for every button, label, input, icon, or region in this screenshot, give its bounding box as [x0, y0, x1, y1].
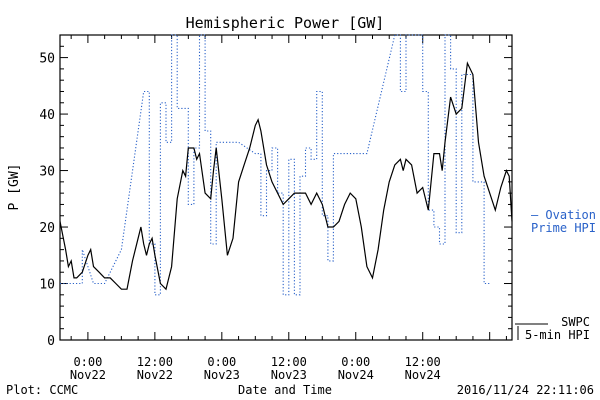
x-tick-date-label: Nov23 [204, 368, 240, 382]
y-tick-label: 30 [39, 165, 55, 180]
x-tick-date-label: Nov23 [271, 368, 307, 382]
y-axis-label: P [GW] [7, 164, 22, 211]
x-axis-label: Date and Time [238, 383, 332, 397]
y-tick-label: 10 [39, 278, 55, 293]
x-tick-time-label: 12:00 [405, 355, 441, 369]
series-layer [59, 34, 513, 296]
footer-timestamp: 2016/11/24 22:11:06 [457, 383, 594, 397]
footer-plot-credit: Plot: CCMC [6, 383, 78, 397]
x-axis: 0:00Nov2212:00Nov220:00Nov2312:00Nov230:… [70, 35, 507, 382]
legend-ovation-line1: — Ovation [531, 208, 596, 222]
x-tick-date-label: Nov22 [137, 368, 173, 382]
series-ovation-prime-line [60, 34, 490, 296]
x-tick-time-label: 0:00 [341, 355, 370, 369]
y-tick-label: 40 [39, 108, 55, 123]
y-tick-label: 0 [47, 334, 55, 349]
y-axis: 0 10 20 30 40 50 [39, 34, 512, 349]
plot-area-frame [59, 34, 513, 341]
legend-ovation-line2: Prime HPI [531, 221, 596, 235]
x-tick-time-label: 12:00 [137, 355, 173, 369]
x-tick-date-label: Nov24 [405, 368, 441, 382]
legend-swpc-line2: 5-min HPI [525, 328, 590, 342]
x-tick-time-label: 12:00 [271, 355, 307, 369]
x-tick-date-label: Nov24 [338, 368, 374, 382]
x-tick-date-label: Nov22 [70, 368, 106, 382]
y-tick-label: 20 [39, 221, 55, 236]
chart-title: Hemispheric Power [GW] [186, 14, 385, 32]
x-tick-time-label: 0:00 [73, 355, 102, 369]
x-tick-time-label: 0:00 [207, 355, 236, 369]
legend-swpc-line1: SWPC [561, 315, 590, 329]
y-tick-label: 50 [39, 52, 55, 67]
series-swpc-line [59, 61, 513, 291]
